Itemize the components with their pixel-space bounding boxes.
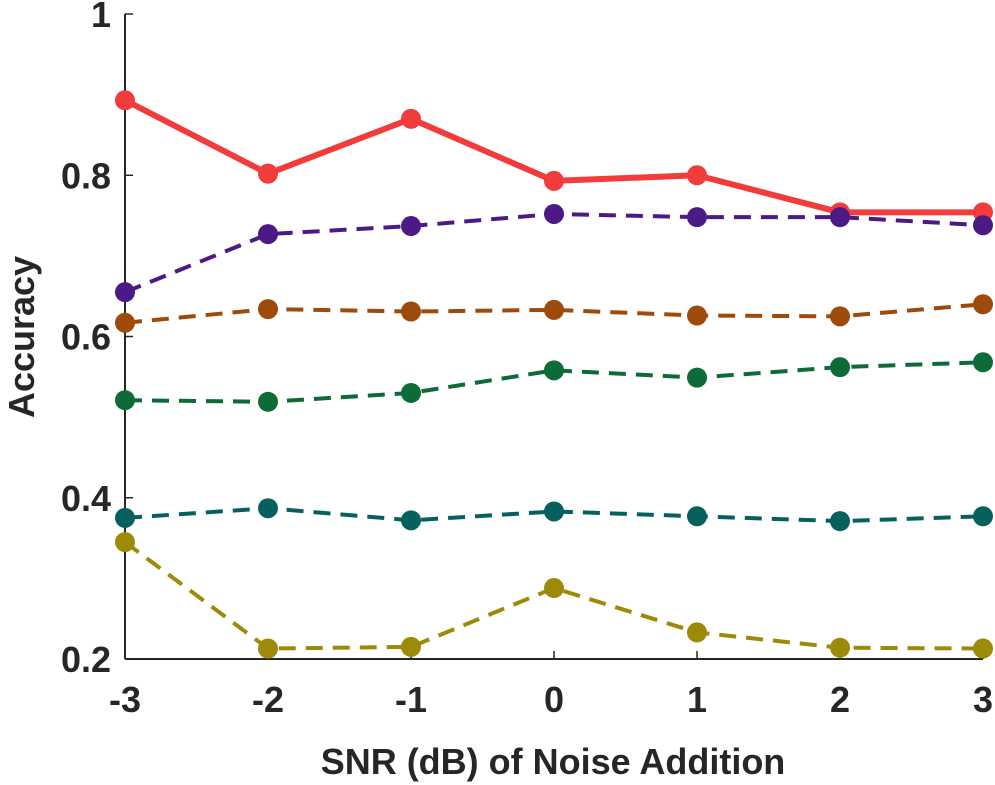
series-orange-point bbox=[687, 305, 707, 326]
x-tick-label: 0 bbox=[544, 679, 564, 720]
series-olive-point bbox=[687, 622, 707, 643]
series-red bbox=[115, 90, 993, 223]
ticks: -3 -2 -1 0 1 2 3 0.2 0.4 0.6 0.8 1 bbox=[61, 0, 993, 720]
series-orange-point bbox=[544, 299, 564, 320]
series-orange-point bbox=[830, 306, 850, 327]
series-olive-point bbox=[830, 637, 850, 658]
series-purple-point bbox=[544, 203, 564, 224]
y-axis-title: Accuracy bbox=[1, 256, 42, 418]
y-tick-label: 0.2 bbox=[61, 639, 111, 680]
y-tick-label: 0.8 bbox=[61, 155, 111, 196]
series-purple-point bbox=[401, 216, 421, 237]
series-orange-point bbox=[973, 294, 993, 315]
x-tick-label: 2 bbox=[830, 679, 850, 720]
series-green-point bbox=[258, 391, 278, 412]
series-red-line bbox=[123, 97, 983, 216]
series-teal-point bbox=[973, 506, 993, 527]
series-green bbox=[115, 352, 993, 412]
series-purple-point bbox=[258, 224, 278, 245]
series-orange bbox=[115, 294, 993, 333]
series-olive-point bbox=[401, 636, 421, 657]
x-tick-label: -2 bbox=[252, 679, 284, 720]
series-purple-point bbox=[115, 282, 135, 303]
axes bbox=[124, 14, 983, 660]
x-axis-title: SNR (dB) of Noise Addition bbox=[321, 741, 786, 782]
y-tick-label: 1 bbox=[91, 0, 111, 35]
y-tick-label: 0.4 bbox=[61, 478, 111, 519]
series-purple-line bbox=[124, 211, 984, 295]
series-red-point bbox=[544, 170, 564, 191]
series-teal-point bbox=[687, 506, 707, 527]
x-tick-label: 3 bbox=[973, 679, 993, 720]
series-purple-point bbox=[830, 207, 850, 228]
x-tick-label: 1 bbox=[687, 679, 707, 720]
series-purple bbox=[115, 203, 993, 303]
series-olive bbox=[115, 532, 993, 659]
series-red-point bbox=[687, 165, 707, 186]
series-teal-point bbox=[830, 511, 850, 532]
series-red-point bbox=[115, 90, 135, 111]
x-tick-label: -3 bbox=[109, 679, 141, 720]
series-purple-point bbox=[687, 207, 707, 228]
series-green-point bbox=[687, 367, 707, 388]
series-olive-point bbox=[973, 638, 993, 659]
series-olive-point bbox=[115, 532, 135, 553]
series-teal-point bbox=[115, 507, 135, 528]
series-group bbox=[115, 90, 993, 659]
series-orange-point bbox=[258, 299, 278, 320]
series-red-point bbox=[258, 163, 278, 184]
series-green-point bbox=[973, 352, 993, 373]
series-green-point bbox=[830, 357, 850, 378]
series-teal-point bbox=[544, 501, 564, 522]
series-green-point bbox=[544, 360, 564, 381]
series-teal-point bbox=[401, 510, 421, 531]
series-red-point bbox=[401, 108, 421, 129]
x-tick-label: -1 bbox=[395, 679, 427, 720]
series-purple-point bbox=[973, 215, 993, 236]
y-tick-label: 0.6 bbox=[61, 317, 111, 358]
series-olive-point bbox=[544, 578, 564, 599]
series-orange-point bbox=[115, 312, 135, 333]
series-teal-point bbox=[258, 498, 278, 519]
series-orange-point bbox=[401, 301, 421, 322]
series-green-point bbox=[401, 382, 421, 403]
series-olive-point bbox=[258, 638, 278, 659]
series-green-point bbox=[115, 390, 135, 411]
series-teal bbox=[115, 498, 993, 532]
